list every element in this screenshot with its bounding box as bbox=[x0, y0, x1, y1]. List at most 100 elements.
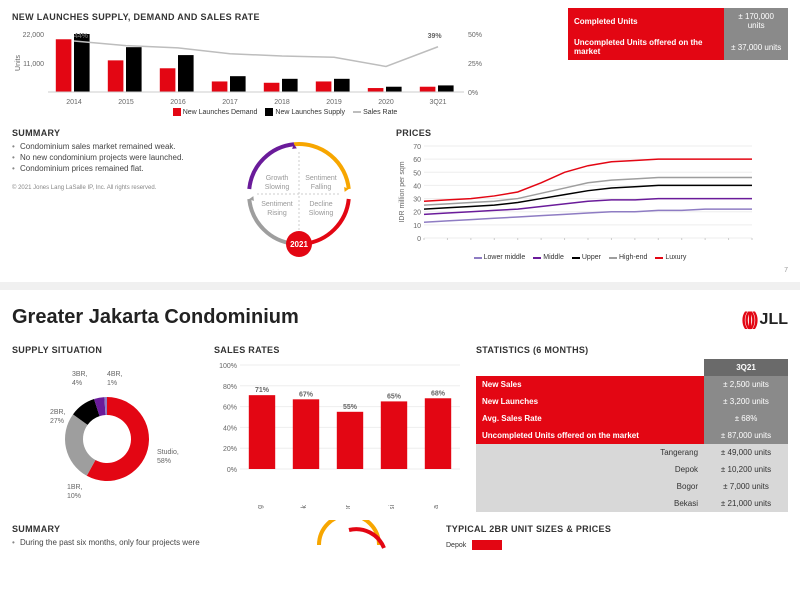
svg-text:Falling: Falling bbox=[311, 184, 332, 191]
summary-item: Condominium prices remained flat. bbox=[12, 164, 202, 173]
svg-text:40: 40 bbox=[413, 183, 421, 190]
stat-value: ± 87,000 units bbox=[704, 427, 788, 444]
stat-value: ± 49,000 units bbox=[704, 444, 788, 461]
svg-text:2015: 2015 bbox=[118, 99, 134, 106]
stat-value: ± 37,000 units bbox=[724, 34, 788, 60]
typical-title: TYPICAL 2BR UNIT SIZES & PRICES bbox=[446, 524, 788, 534]
svg-text:IDR million per sqm: IDR million per sqm bbox=[399, 161, 406, 222]
stat-label: Bogor bbox=[476, 478, 704, 495]
svg-text:Sentiment: Sentiment bbox=[261, 201, 293, 208]
svg-text:44%: 44% bbox=[74, 33, 89, 40]
svg-text:60: 60 bbox=[413, 157, 421, 164]
supply-donut-chart: Studio, 58% 2BR, 27% 1BR, 10% 3BR, 4% 4BR, 1% bbox=[12, 359, 202, 509]
stat-label: Completed Units bbox=[568, 8, 724, 34]
svg-text:Rising: Rising bbox=[267, 210, 287, 217]
top-stats-table: Completed Units± 170,000 unitsUncomplete… bbox=[568, 8, 788, 60]
svg-text:2020: 2020 bbox=[378, 99, 394, 106]
svg-text:2016: 2016 bbox=[170, 99, 186, 106]
sales-rates-chart: 0%20%40%60%80%100%71%Tangerang67%Depok55… bbox=[214, 359, 464, 509]
stat-label: Bekasi bbox=[476, 495, 704, 512]
summary1-title: SUMMARY bbox=[12, 128, 202, 138]
svg-text:2BR,: 2BR, bbox=[50, 409, 66, 416]
svg-text:Sentiment: Sentiment bbox=[305, 175, 337, 182]
svg-text:70: 70 bbox=[413, 144, 421, 151]
svg-text:2019: 2019 bbox=[326, 99, 342, 106]
svg-text:4BR,: 4BR, bbox=[107, 371, 123, 378]
svg-text:2021: 2021 bbox=[290, 240, 308, 249]
jll-mark-icon: ((|)) bbox=[742, 309, 756, 330]
stat-value: ± 170,000 units bbox=[724, 8, 788, 34]
svg-text:0%: 0% bbox=[468, 90, 478, 97]
svg-text:50%: 50% bbox=[468, 32, 482, 39]
stat-value: ± 3,200 units bbox=[704, 393, 788, 410]
stat-label: Avg. Sales Rate bbox=[476, 410, 704, 427]
stats-table: 3Q21 New Sales± 2,500 unitsNew Launches±… bbox=[476, 359, 788, 512]
svg-text:68%: 68% bbox=[431, 390, 446, 397]
stat-value: ± 2,500 units bbox=[704, 376, 788, 393]
chart1-legend: New Launches Demand New Launches Supply … bbox=[12, 108, 558, 116]
svg-text:65%: 65% bbox=[387, 393, 402, 400]
stat-label: Uncompleted Units offered on the market bbox=[476, 427, 704, 444]
stat-label: New Sales bbox=[476, 376, 704, 393]
page-container: NEW LAUNCHES SUPPLY, DEMAND AND SALES RA… bbox=[0, 0, 800, 558]
launches-chart: 22,00011,000Units50%25%0%201420152016201… bbox=[12, 26, 492, 106]
svg-text:71%: 71% bbox=[255, 387, 270, 394]
svg-text:39%: 39% bbox=[428, 33, 443, 40]
page-number: 7 bbox=[776, 267, 788, 274]
svg-text:0%: 0% bbox=[227, 467, 237, 474]
svg-text:30: 30 bbox=[413, 197, 421, 204]
svg-text:2018: 2018 bbox=[274, 99, 290, 106]
svg-text:Growth: Growth bbox=[266, 175, 289, 182]
summary1-list: Condominium sales market remained weak.N… bbox=[12, 142, 202, 173]
svg-text:2017: 2017 bbox=[222, 99, 238, 106]
svg-text:20%: 20% bbox=[223, 446, 237, 453]
svg-text:Greater Jakarta: Greater Jakarta bbox=[433, 505, 440, 509]
svg-text:1%: 1% bbox=[107, 380, 117, 387]
svg-text:11,000: 11,000 bbox=[23, 61, 44, 68]
svg-text:Units: Units bbox=[15, 55, 22, 71]
market-cycle-wheel-2 bbox=[299, 520, 399, 550]
svg-text:20: 20 bbox=[413, 210, 421, 217]
svg-text:58%: 58% bbox=[157, 458, 171, 465]
stat-value: ± 7,000 units bbox=[704, 478, 788, 495]
svg-text:60%: 60% bbox=[223, 405, 237, 412]
stat-label: Depok bbox=[476, 461, 704, 478]
copyright: © 2021 Jones Lang LaSalle IP, Inc. All r… bbox=[12, 185, 202, 191]
stat-label: Uncompleted Units offered on the market bbox=[568, 34, 724, 60]
page-divider bbox=[0, 282, 800, 290]
svg-text:Bekasi: Bekasi bbox=[389, 505, 396, 509]
svg-text:Depok: Depok bbox=[301, 505, 308, 510]
svg-text:80%: 80% bbox=[223, 384, 237, 391]
stat-label: Tangerang bbox=[476, 444, 704, 461]
prices-chart: 010203040506070IDR million per sqm bbox=[396, 142, 756, 252]
stats-title: STATISTICS (6 MONTHS) bbox=[476, 345, 788, 355]
stat-label: New Launches bbox=[476, 393, 704, 410]
summary-item: Condominium sales market remained weak. bbox=[12, 142, 202, 151]
svg-text:4%: 4% bbox=[72, 380, 82, 387]
stat-value: ± 10,200 units bbox=[704, 461, 788, 478]
stat-value: ± 21,000 units bbox=[704, 495, 788, 512]
stat-value: ± 68% bbox=[704, 410, 788, 427]
svg-text:67%: 67% bbox=[299, 391, 314, 398]
svg-text:3Q21: 3Q21 bbox=[429, 99, 446, 106]
svg-text:3BR,: 3BR, bbox=[72, 371, 88, 378]
svg-text:27%: 27% bbox=[50, 418, 64, 425]
svg-text:10: 10 bbox=[413, 223, 421, 230]
prices-legend: Lower middleMiddleUpperHigh-endLuxury bbox=[396, 254, 764, 261]
svg-text:Bogor: Bogor bbox=[345, 504, 352, 509]
svg-text:Studio,: Studio, bbox=[157, 449, 179, 456]
summary2-title: SUMMARY bbox=[12, 524, 252, 534]
svg-text:1BR,: 1BR, bbox=[67, 484, 83, 491]
svg-text:10%: 10% bbox=[67, 493, 81, 500]
svg-text:25%: 25% bbox=[468, 61, 482, 68]
svg-text:Tangerang: Tangerang bbox=[257, 505, 264, 509]
section2-title: Greater Jakarta Condominium bbox=[12, 306, 299, 329]
supply-title: SUPPLY SITUATION bbox=[12, 345, 202, 355]
svg-text:50: 50 bbox=[413, 170, 421, 177]
svg-text:55%: 55% bbox=[343, 404, 358, 411]
svg-text:40%: 40% bbox=[223, 425, 237, 432]
prices-title: PRICES bbox=[396, 128, 764, 138]
svg-text:Slowing: Slowing bbox=[265, 184, 290, 191]
typical-row: Depok bbox=[446, 540, 788, 550]
summary2-list: During the past six months, only four pr… bbox=[12, 538, 252, 547]
